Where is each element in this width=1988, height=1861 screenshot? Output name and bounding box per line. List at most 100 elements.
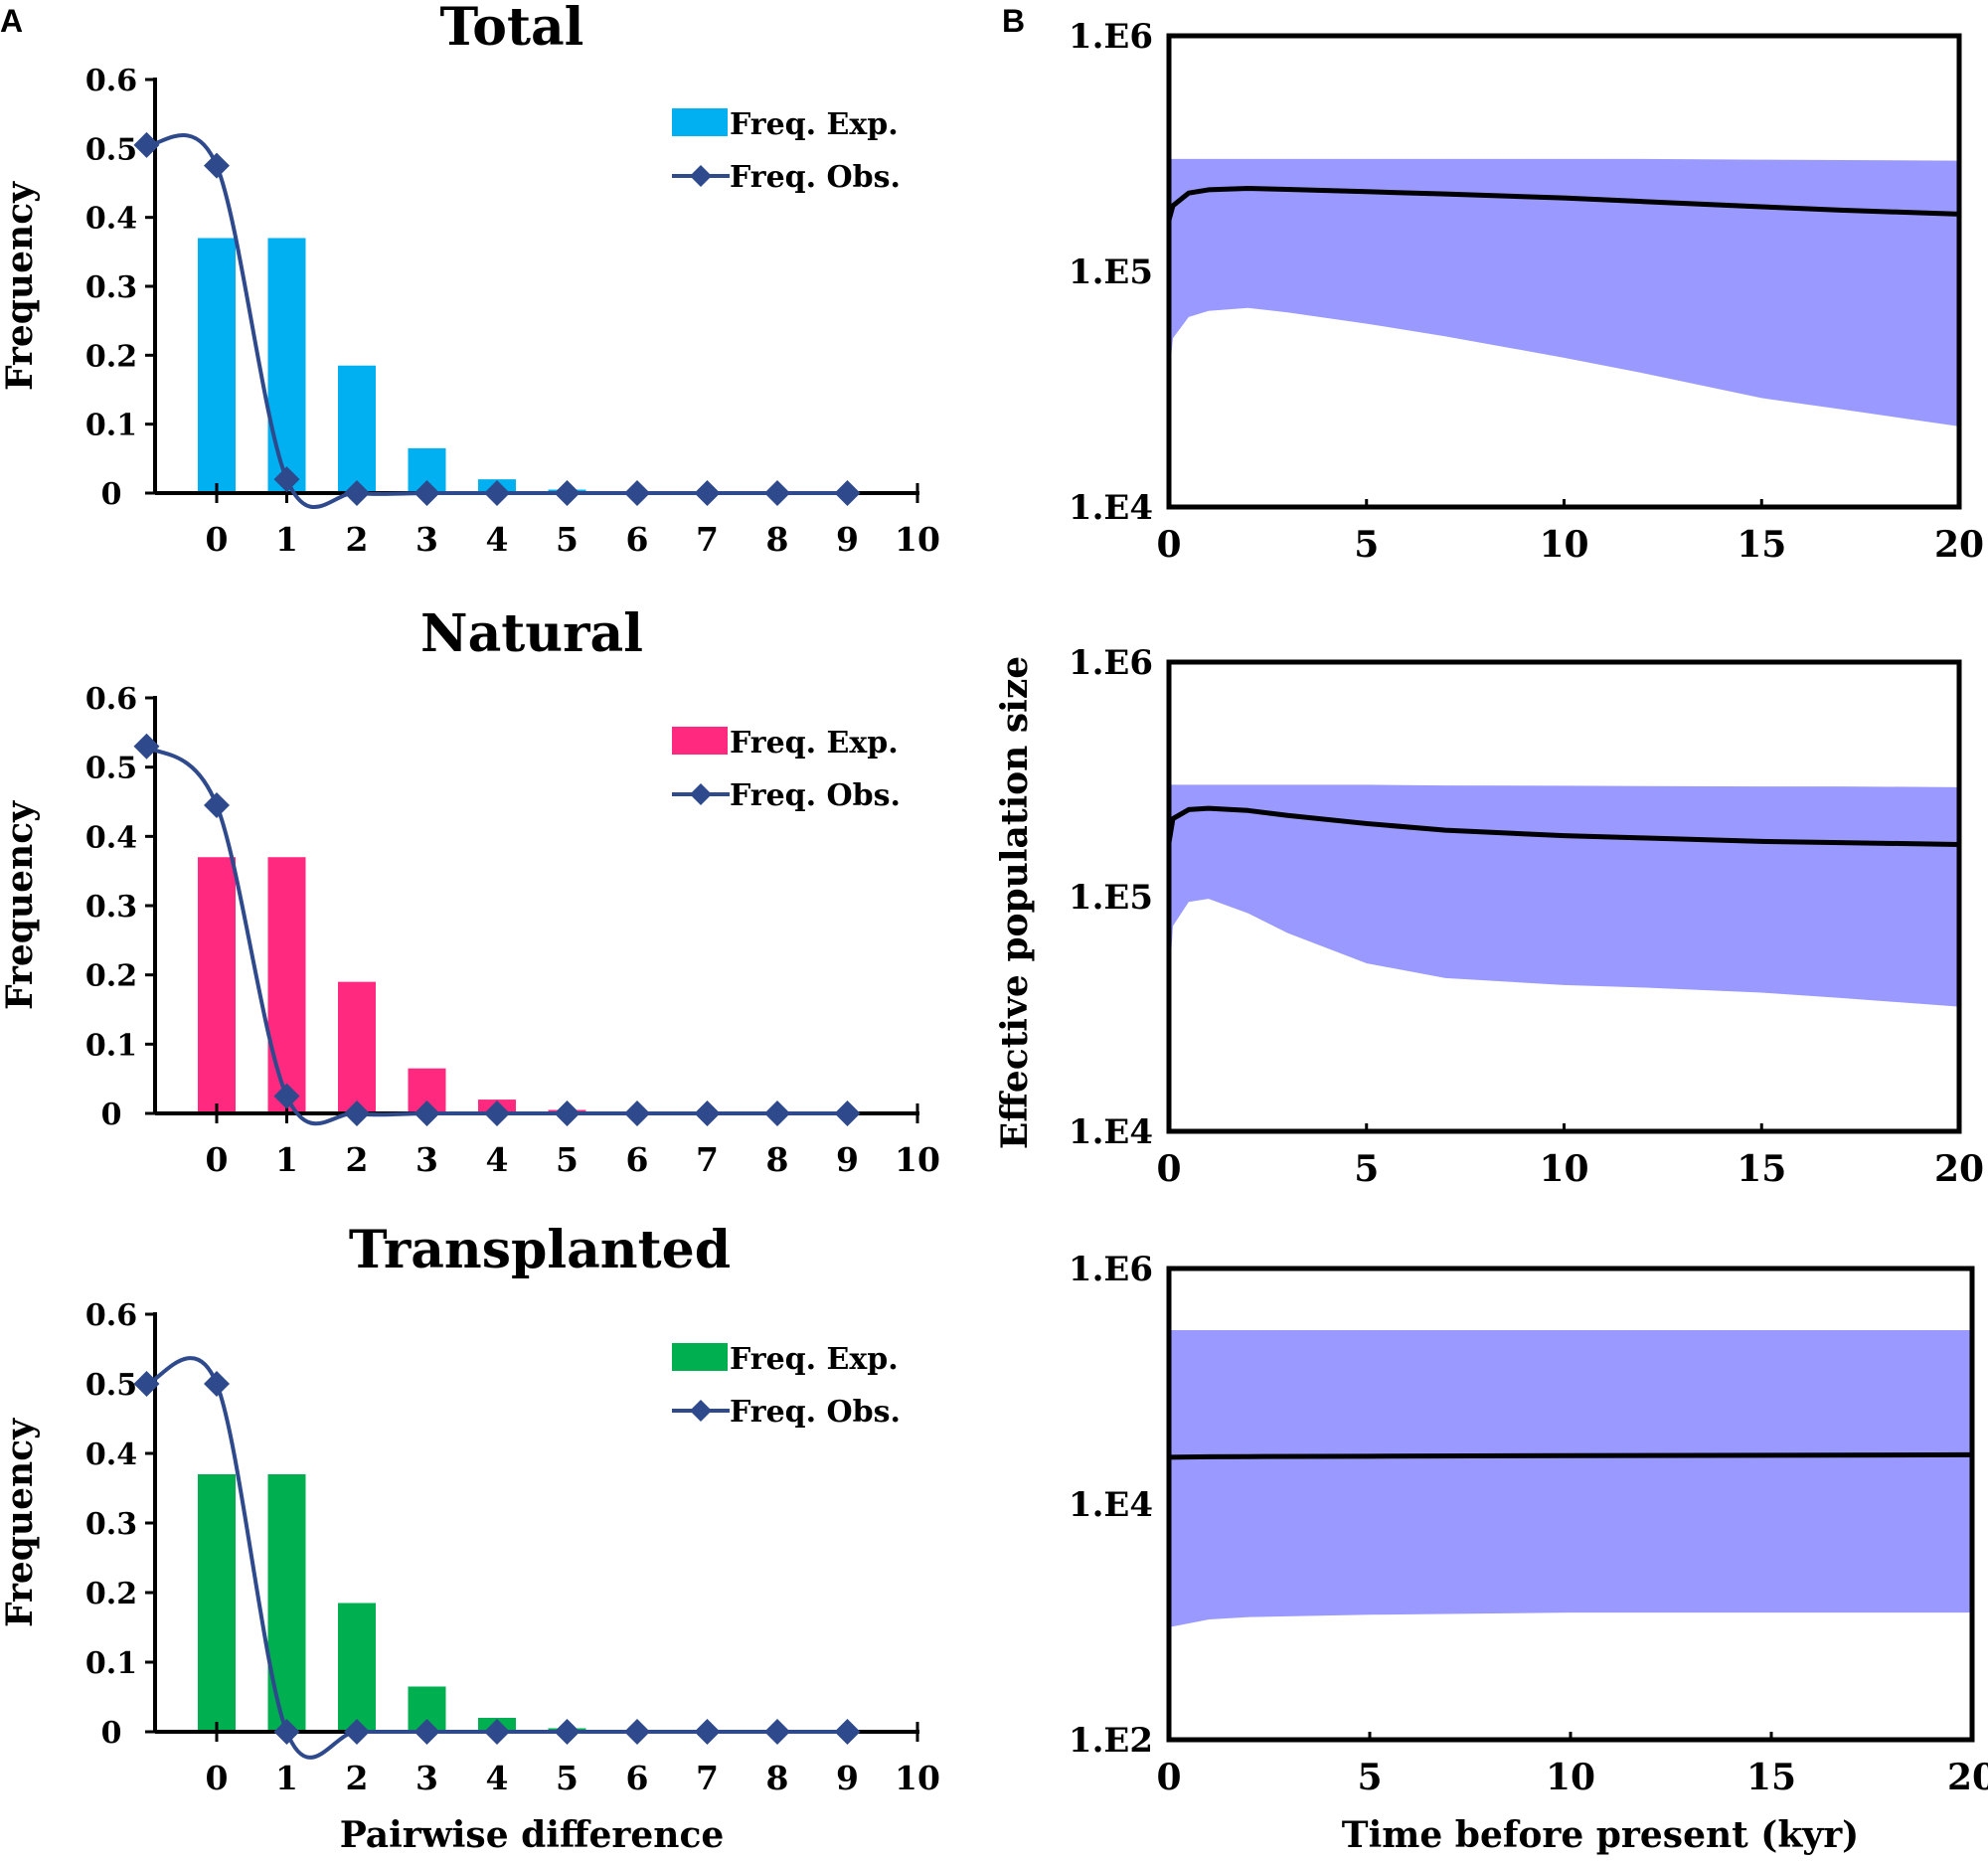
y-tick-label: 0.1	[85, 409, 137, 443]
x-axis-label-pairwise: Pairwise difference	[340, 1814, 725, 1856]
y-tick-label: 0.1	[85, 1028, 137, 1063]
obs-point--1	[133, 131, 160, 158]
y-tick-label: 1.E4	[1069, 1112, 1153, 1152]
x-tick-label: 6	[626, 520, 649, 559]
x-tick-label: 10	[1539, 524, 1588, 566]
x-tick-label: 0	[1156, 1757, 1181, 1798]
y-tick-label: 0	[101, 1716, 122, 1751]
obs-point-0	[204, 1371, 230, 1397]
y-tick-label: 0.1	[85, 1646, 137, 1681]
y-tick-label: 0.5	[85, 132, 137, 167]
y-tick-label: 0.2	[85, 1577, 137, 1611]
bar-exp-1	[267, 1474, 306, 1732]
obs-point-8	[764, 480, 790, 506]
x-tick-label: 10	[895, 1140, 940, 1179]
bar-exp-0	[198, 857, 236, 1113]
y-tick-label: 0.4	[85, 1438, 137, 1472]
bsp-chart-natural: 1.E4 1.E5 1.E6 0 5 10 15 20	[1069, 643, 1984, 1190]
x-tick-label: 2	[346, 520, 369, 559]
obs-point-0	[204, 791, 230, 818]
x-tick-label: 5	[1357, 1757, 1382, 1798]
x-tick-label: 1	[275, 1140, 298, 1179]
legend-obs-label: Freq. Obs.	[730, 160, 901, 195]
x-tick-label: 3	[415, 1140, 438, 1179]
y-tick-label: 0.5	[85, 752, 137, 786]
x-tick-label: 9	[836, 520, 859, 559]
x-tick-label: 5	[1354, 524, 1379, 566]
x-tick-label: 8	[766, 1759, 789, 1797]
y-axis-label-effective-size: Effective population size	[994, 656, 1036, 1149]
x-tick-label: 3	[415, 1759, 438, 1797]
bar-exp-2	[338, 365, 376, 493]
obs-point-8	[764, 1719, 790, 1745]
x-tick-label: 7	[696, 1759, 719, 1797]
chart-title: Natural	[420, 603, 643, 664]
y-tick-label: 1.E6	[1069, 1250, 1153, 1289]
panel-letter-b: B	[1002, 3, 1025, 39]
y-axis-label: Frequency	[0, 1418, 41, 1627]
x-tick-label: 0	[206, 1759, 229, 1797]
y-tick-label: 0.6	[85, 64, 137, 98]
y-tick-label: 1.E5	[1069, 253, 1153, 292]
x-tick-label: 1	[275, 520, 298, 559]
obs-point-2	[344, 1719, 370, 1745]
obs-point-2	[344, 1100, 370, 1126]
legend-exp-label: Freq. Exp.	[730, 1342, 899, 1377]
y-tick-label: 1.E6	[1069, 643, 1153, 683]
x-tick-label: 5	[556, 520, 579, 559]
y-tick-label: 0.2	[85, 339, 137, 374]
y-tick-label: 1.E6	[1069, 17, 1153, 57]
obs-point-2	[344, 480, 370, 506]
obs-point-7	[694, 1100, 721, 1126]
legend-exp-swatch	[672, 108, 728, 136]
y-tick-label: 0.4	[85, 202, 137, 237]
obs-point-6	[624, 480, 650, 506]
panel-letter-a: A	[0, 3, 23, 39]
y-axis-label: Frequency	[0, 181, 41, 391]
x-tick-label: 10	[1539, 1148, 1588, 1190]
obs-point-4	[484, 1100, 510, 1126]
ci-band	[1169, 784, 1959, 1007]
obs-point-8	[764, 1100, 790, 1126]
x-tick-label: 2	[346, 1140, 369, 1179]
legend-obs-label: Freq. Obs.	[730, 1395, 901, 1430]
bar-exp-0	[198, 1474, 236, 1732]
y-tick-label: 0.2	[85, 959, 137, 994]
x-tick-label: 5	[556, 1759, 579, 1797]
x-tick-label: 20	[1934, 524, 1984, 566]
obs-point-0	[204, 152, 230, 179]
x-tick-label: 4	[486, 520, 509, 559]
obs-point-1	[273, 1083, 300, 1109]
obs-point-6	[624, 1719, 650, 1745]
median-line	[1168, 1451, 1973, 1460]
x-tick-label: 4	[486, 1759, 509, 1797]
obs-point-7	[694, 1719, 721, 1745]
x-tick-label: 20	[1934, 1148, 1984, 1190]
obs-point-6	[624, 1100, 650, 1126]
x-tick-label: 0	[1156, 524, 1181, 566]
median-line	[1166, 186, 1960, 222]
x-tick-label: 9	[836, 1140, 859, 1179]
obs-point-3	[414, 1100, 440, 1126]
x-tick-label: 4	[486, 1140, 509, 1179]
bar-exp-2	[338, 1603, 376, 1732]
x-tick-label: 7	[696, 1140, 719, 1179]
y-tick-label: 1.E4	[1069, 1485, 1153, 1525]
x-tick-label: 5	[556, 1140, 579, 1179]
y-tick-label: 0.4	[85, 820, 137, 855]
obs-point--1	[133, 733, 160, 760]
chart-title: Transplanted	[349, 1220, 731, 1280]
y-tick-label: 0.3	[85, 890, 137, 925]
bsp-chart-total: 1.E4 1.E5 1.E6 0 5 10 15 20	[1069, 17, 1984, 566]
x-tick-label: 8	[766, 520, 789, 559]
x-tick-label: 10	[1546, 1757, 1595, 1798]
obs-point-4	[484, 480, 510, 506]
legend-exp-swatch	[672, 727, 728, 755]
x-tick-label: 15	[1746, 1757, 1796, 1798]
obs-point-1	[273, 466, 300, 493]
obs-point-3	[414, 1719, 440, 1745]
x-axis-label-time: Time before present (kyr)	[1342, 1814, 1859, 1856]
obs-point-5	[554, 1100, 580, 1126]
legend-obs-marker	[690, 783, 712, 805]
